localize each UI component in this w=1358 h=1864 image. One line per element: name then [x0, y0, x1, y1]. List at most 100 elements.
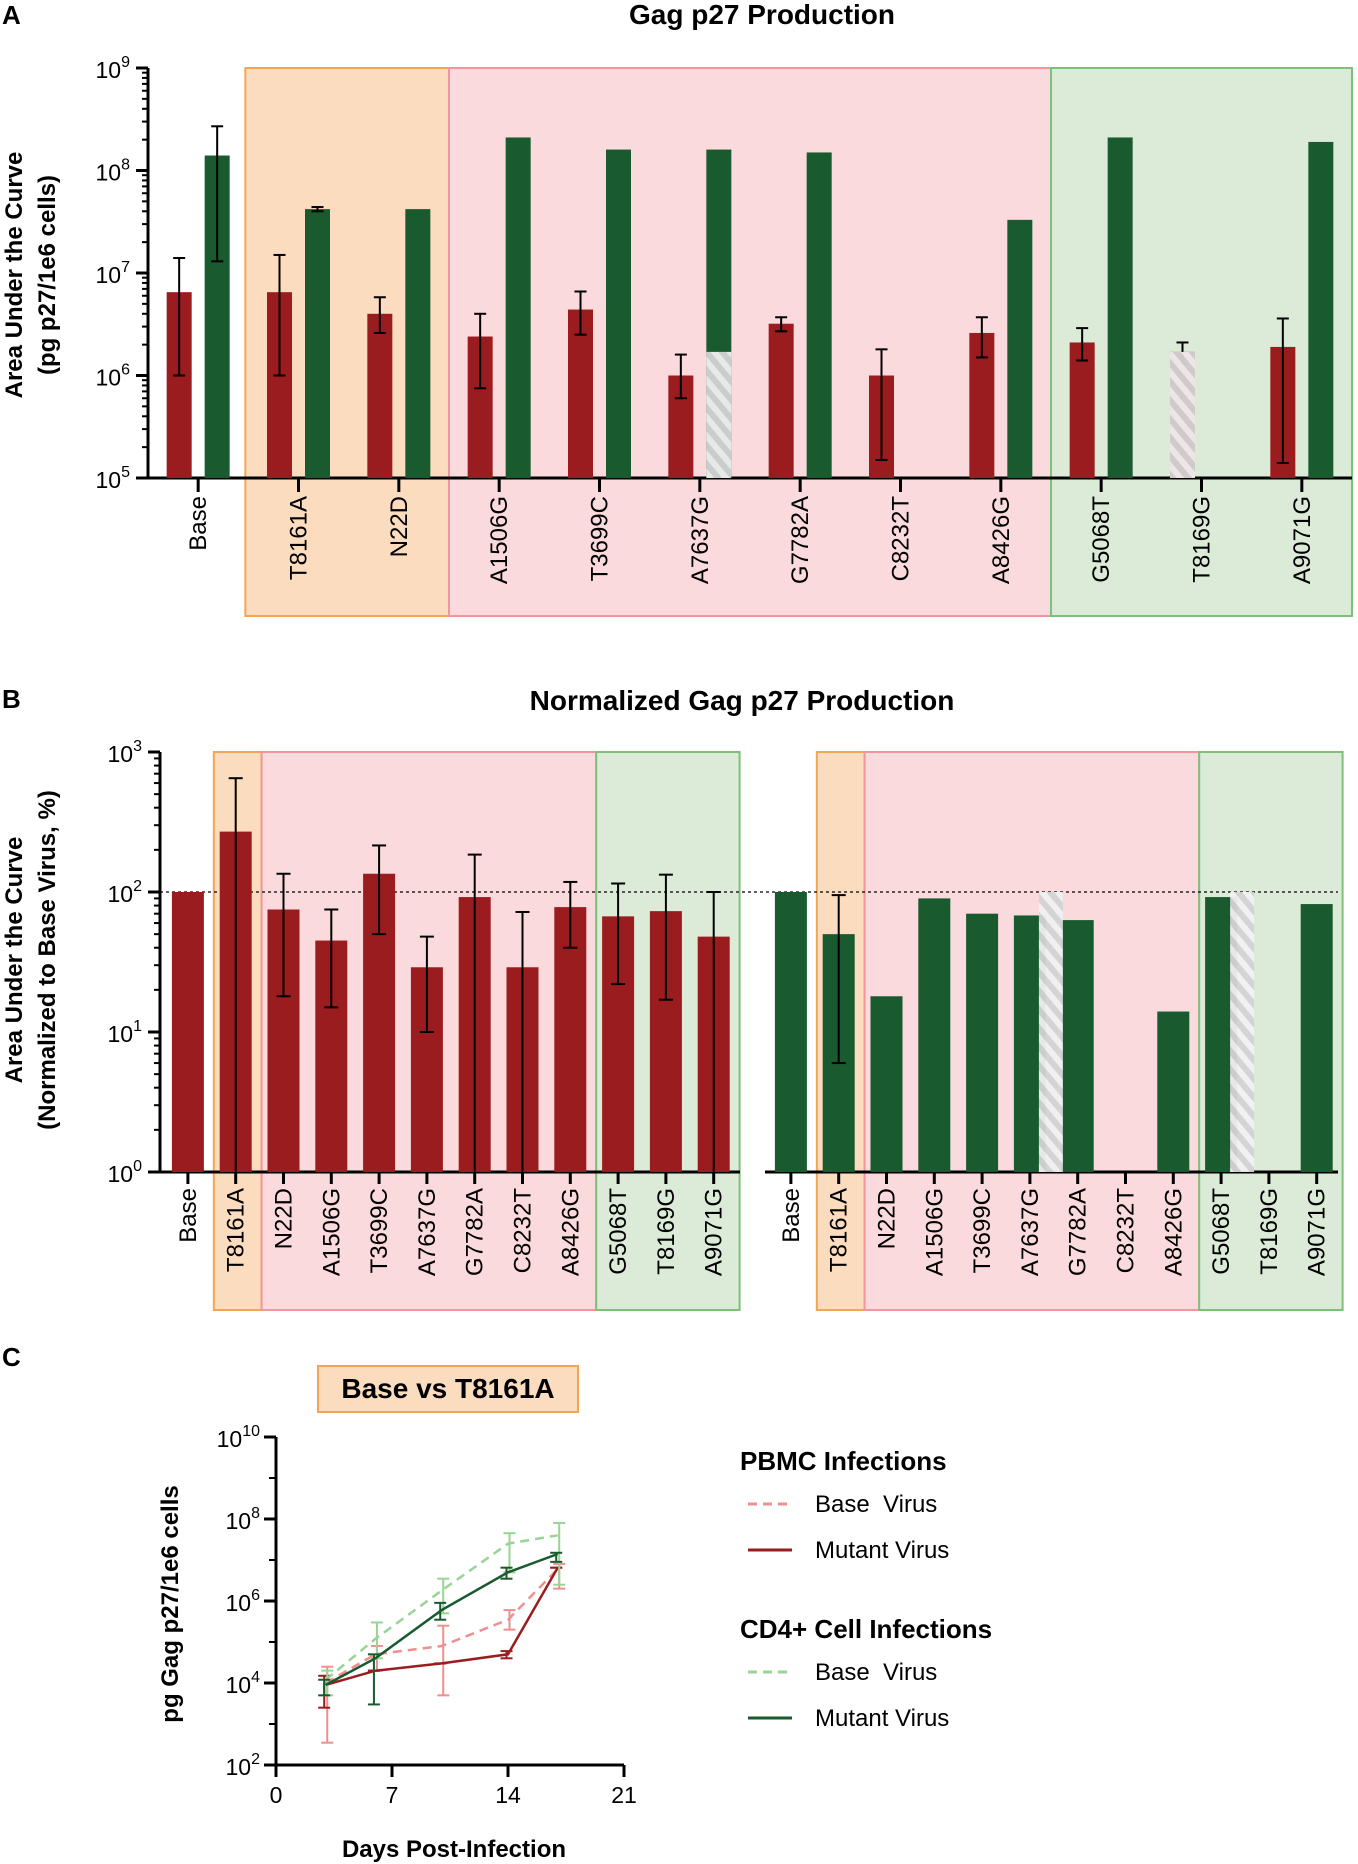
bar-pbmc-G5068T: [1069, 342, 1095, 478]
y-tick-exponent: 6: [121, 362, 130, 379]
group-box-pink: [448, 67, 1052, 617]
x-tick-label: T3699C: [587, 496, 614, 581]
bar-cd4-A1506G: [505, 137, 531, 478]
bar-cd4-T3699C: [966, 913, 999, 1172]
x-tick-label: A8426G: [557, 1188, 584, 1276]
x-tick-label: G7782A: [1065, 1188, 1092, 1276]
bar-cd4-A8426G: [1157, 1011, 1190, 1172]
y-tick-exponent: 6: [251, 1587, 260, 1604]
y-tick-label: 108: [96, 157, 131, 186]
x-tick-label: T3699C: [969, 1188, 996, 1273]
legend-title: CD4+ Cell Infections: [740, 1614, 992, 1644]
y-tick-base: 10: [96, 57, 122, 83]
y-tick-exponent: 10: [242, 1423, 260, 1440]
chart-title: Base vs T8161A: [341, 1373, 554, 1404]
hatched-bar: [1230, 892, 1255, 1172]
x-tick-label: T8161A: [826, 1188, 853, 1272]
y-tick-label: 104: [226, 1669, 261, 1698]
x-tick-label: A1506G: [921, 1188, 948, 1276]
x-tick-label: 0: [270, 1782, 283, 1808]
y-tick-label: 105: [96, 464, 131, 493]
y-tick-exponent: 3: [133, 738, 142, 755]
y-tick-exponent: 1: [133, 1018, 142, 1035]
bar-cd4-G7782A: [1061, 920, 1094, 1172]
x-tick-label: G5068T: [1088, 496, 1115, 583]
y-tick-exponent: 2: [133, 878, 142, 895]
y-tick-base: 10: [226, 1508, 252, 1534]
y-tick-exponent: 4: [251, 1669, 260, 1686]
bar-cd4-Base: [774, 892, 807, 1172]
y-tick-base: 10: [217, 1426, 243, 1452]
hatched-bar: [1038, 892, 1063, 1172]
bar-cd4-N22D: [405, 209, 431, 478]
x-tick-label: Base: [778, 1188, 805, 1243]
x-tick-label: G5068T: [605, 1188, 632, 1275]
panel-b: B Normalized Gag p27 Production Area Under…: [1, 684, 1344, 1311]
y-tick-base: 10: [226, 1754, 252, 1780]
y-tick-label: 109: [96, 54, 131, 83]
x-tick-label: C8232T: [1113, 1188, 1140, 1274]
panel-a: A Gag p27 Production Area Under the Curve(…: [1, 0, 1353, 617]
y-tick-label: 106: [226, 1587, 261, 1616]
y-axis-label-line1: Area Under the Curve: [1, 152, 28, 399]
bar-pbmc-T3699C: [568, 309, 593, 478]
legend: PBMC Infections Base Virus Mutant Virus CD4…: [740, 1446, 992, 1732]
bar-cd4-A9071G: [1300, 904, 1333, 1172]
y-tick-base: 10: [96, 160, 122, 186]
x-tick-label: T8169G: [1256, 1188, 1283, 1275]
x-tick-label: A7637G: [414, 1188, 441, 1276]
y-tick-exponent: 0: [133, 1158, 142, 1175]
bar-pbmc-G7782A: [768, 323, 794, 478]
panel-label: B: [2, 684, 21, 714]
x-tick-label: A7637G: [1017, 1188, 1044, 1276]
hatched-bar: [1170, 351, 1195, 478]
bar-cd4-G7782A: [806, 152, 832, 478]
x-tick-label: A8426G: [1160, 1188, 1187, 1276]
y-tick-label: 1010: [217, 1423, 260, 1452]
y-tick-label: 107: [96, 259, 131, 288]
bar-cd4-A8426G: [1007, 219, 1033, 478]
legend-label: Mutant Virus: [815, 1705, 949, 1732]
bar-pbmc-Base: [171, 892, 204, 1172]
y-tick-label: 102: [108, 878, 143, 907]
x-tick-label: A8426G: [988, 496, 1015, 584]
bar-cd4-T8161A: [305, 209, 330, 478]
y-tick-base: 10: [108, 1161, 134, 1187]
x-tick-label: G5068T: [1208, 1188, 1235, 1275]
x-tick-label: 21: [611, 1782, 637, 1808]
y-axis-label: Area Under the Curve (pg p27/1e6 cells): [1, 152, 61, 399]
y-tick-exponent: 7: [121, 259, 130, 276]
group-box-green: [1050, 67, 1353, 617]
x-tick-label: A7637G: [687, 496, 714, 584]
y-axis-label-line2: (Normalized to Base Virus, %): [34, 790, 61, 1130]
y-tick-label: 108: [226, 1505, 261, 1534]
panel-c: C Base vs T8161A pg Gag p27/1e6 cells Days …: [2, 1342, 992, 1863]
bar-cd4-N22D: [870, 996, 903, 1172]
hatched-bar: [706, 351, 732, 478]
y-tick-exponent: 5: [121, 464, 130, 481]
x-tick-label: A9071G: [701, 1188, 728, 1276]
x-tick-label: G7782A: [787, 496, 814, 584]
x-tick-label: T8161A: [223, 1188, 250, 1272]
y-axis-label-line2: (pg p27/1e6 cells): [34, 175, 61, 375]
x-tick-label: C8232T: [888, 496, 915, 582]
y-tick-label: 103: [108, 738, 143, 767]
x-tick-label: T3699C: [366, 1188, 393, 1273]
y-tick-base: 10: [96, 365, 122, 391]
panel-label: C: [2, 1342, 21, 1372]
x-tick-label: G7782A: [462, 1188, 489, 1276]
panel-label: A: [2, 0, 21, 30]
legend-label: Base Virus: [815, 1491, 937, 1518]
y-tick-exponent: 8: [251, 1505, 260, 1522]
y-tick-label: 100: [108, 1158, 143, 1187]
x-tick-label: T8169G: [653, 1188, 680, 1275]
x-tick-label: N22D: [386, 496, 413, 557]
series-line-2: [324, 1534, 558, 1681]
x-tick-label: Base: [185, 496, 212, 551]
x-tick-label: N22D: [874, 1188, 901, 1249]
x-tick-label: A9071G: [1304, 1188, 1331, 1276]
bar-cd4-G5068T: [1107, 137, 1133, 478]
y-tick-base: 10: [96, 262, 122, 288]
y-axis-label-line1: Area Under the Curve: [1, 837, 28, 1084]
legend-title: PBMC Infections: [740, 1446, 947, 1476]
